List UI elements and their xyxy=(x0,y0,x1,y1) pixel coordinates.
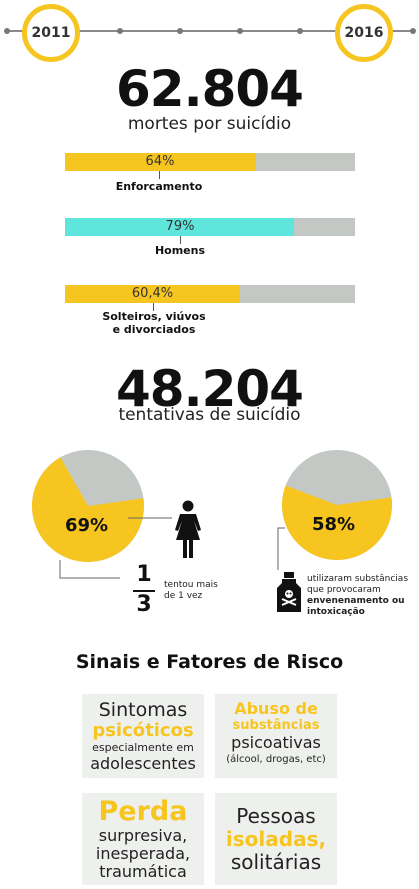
box-highlight: isoladas, xyxy=(225,827,327,851)
start-year-badge: 2011 xyxy=(22,4,80,62)
bar-fill xyxy=(65,285,241,303)
box-line: surpresiva, xyxy=(98,826,188,845)
box-line: especialmente em xyxy=(92,741,194,754)
timeline-dot xyxy=(177,28,183,34)
pie-left-percent: 69% xyxy=(65,515,109,536)
bar-tick xyxy=(159,171,160,179)
poison-note-line: que provocaram xyxy=(307,585,381,595)
fraction-bar xyxy=(133,590,155,592)
bar-percent: 79% xyxy=(165,219,195,234)
risk-box-isolated: Pessoas isoladas, solitárias xyxy=(215,793,337,885)
pie-slice xyxy=(31,457,144,562)
fraction-note-line: tentou mais xyxy=(164,580,218,590)
timeline-line xyxy=(6,30,413,32)
risk-box-psychotic: Sintomas psicóticos especialmente em ado… xyxy=(82,694,204,778)
bar-label: Enforcamento xyxy=(115,180,203,193)
box-highlight: Perda xyxy=(98,796,188,827)
fraction-denominator: 3 xyxy=(136,592,152,617)
box-line: (álcool, drogas, etc) xyxy=(226,754,326,765)
pie-right-percent: 58% xyxy=(312,514,356,535)
box-highlight: substâncias xyxy=(232,718,320,733)
connector-line xyxy=(59,560,120,579)
poison-note-bold-line: envenenamento ou xyxy=(307,596,405,606)
box-line: solitárias xyxy=(230,850,322,874)
bar-percent: 60,4% xyxy=(131,286,174,301)
bar-hanging: 64% xyxy=(65,153,355,171)
bar-label-line: Solteiros, viúvos xyxy=(102,310,206,323)
box-line: adolescentes xyxy=(90,754,196,773)
box-line: Sintomas xyxy=(98,699,188,721)
deaths-number: 62.804 xyxy=(116,60,304,118)
woman-icon xyxy=(175,500,201,558)
timeline-dot xyxy=(237,28,243,34)
risk-box-substances: Abuso de substâncias psicoativas (álcool… xyxy=(215,694,337,778)
bar-percent: 64% xyxy=(145,154,175,169)
bar-fill xyxy=(65,218,295,236)
timeline-dot xyxy=(4,28,10,34)
box-highlight: Abuso de xyxy=(234,699,318,718)
timeline-dot xyxy=(297,28,303,34)
bar-men: 79% xyxy=(65,218,355,236)
pie-left xyxy=(31,450,144,562)
bar-fill xyxy=(65,153,257,171)
poison-bottle-icon xyxy=(277,572,301,612)
fraction-numerator: 1 xyxy=(136,562,152,587)
box-line: psicoativas xyxy=(231,733,321,752)
fraction-note-line: de 1 vez xyxy=(164,591,203,601)
attempts-caption: tentativas de suicídio xyxy=(118,405,301,425)
connector-line xyxy=(277,527,285,570)
box-line: Pessoas xyxy=(236,804,316,828)
pie-right xyxy=(282,450,392,560)
box-highlight: psicóticos xyxy=(92,720,194,741)
risk-box-loss: Perda surpresiva, inesperada, traumática xyxy=(82,793,204,885)
poison-note-line: utilizaram substâncias xyxy=(307,574,409,584)
box-line: traumática xyxy=(99,862,187,881)
bar-label-line: e divorciados xyxy=(112,323,196,336)
end-year-badge: 2016 xyxy=(335,4,393,62)
timeline-dot xyxy=(117,28,123,34)
risk-title: Sinais e Fatores de Risco xyxy=(75,651,344,673)
poison-note-bold-line: intoxicação xyxy=(307,607,365,617)
bar-tick xyxy=(153,303,154,311)
connectors xyxy=(59,517,285,579)
box-line: inesperada, xyxy=(95,844,191,863)
deaths-caption: mortes por suicídio xyxy=(127,114,292,134)
attempts-number: 48.204 xyxy=(116,360,304,418)
bar-label: Homens xyxy=(154,244,206,257)
bar-single: 60,4% xyxy=(65,285,355,303)
timeline-dot xyxy=(410,28,416,34)
pie-slice xyxy=(282,485,392,560)
bar-tick xyxy=(180,236,181,244)
